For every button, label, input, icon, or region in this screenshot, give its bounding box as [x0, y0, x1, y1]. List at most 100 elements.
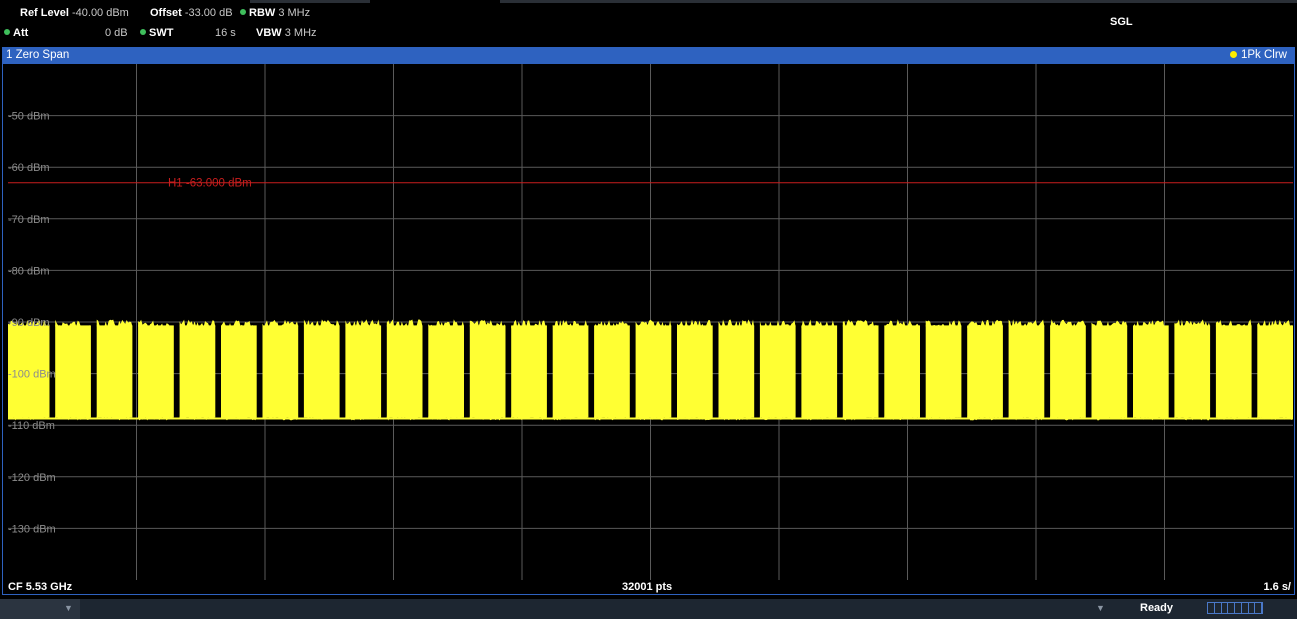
trace-burst — [1008, 325, 1045, 418]
status-dropdown[interactable]: ▼ — [0, 599, 80, 619]
plot-footer: CF 5.53 GHz 32001 pts 1.6 s/ — [2, 580, 1295, 595]
trace-burst — [469, 325, 506, 418]
trace-burst-top — [1008, 319, 1045, 328]
window-title: 1 Zero Span — [6, 49, 70, 61]
trace-burst-top — [1050, 319, 1086, 328]
vbw[interactable]: VBW 3 MHz — [256, 27, 317, 39]
trace-burst-top — [262, 319, 299, 329]
top-strip — [0, 0, 1297, 5]
trace-burst-top — [96, 319, 133, 328]
swt-value-cell: 16 s — [215, 27, 236, 39]
sweep-mode-label: SGL — [1110, 16, 1133, 28]
sweep-points[interactable]: 32001 pts — [622, 581, 673, 593]
window-title-bar[interactable]: 1 Zero Span 1Pk Clrw — [2, 47, 1295, 64]
att-value: 0 dB — [105, 27, 128, 39]
zero-span-plot[interactable]: -50 dBm -60 dBm -70 dBm -80 dBm -90 dBm -100 … — [8, 64, 1293, 580]
att[interactable]: Att — [4, 27, 28, 39]
trace-burst-top — [842, 319, 879, 329]
trace-label: 1Pk Clrw — [1240, 49, 1287, 61]
trace-burst-top — [718, 319, 755, 329]
trace-burst — [925, 325, 962, 418]
trace-burst — [96, 325, 133, 418]
trace-burst — [677, 325, 713, 418]
y-axis-labels: -50 dBm -60 dBm -70 dBm -80 dBm -90 dBm -100 … — [8, 111, 56, 536]
trace-burst-bottom — [8, 416, 50, 421]
trace-burst — [1257, 325, 1293, 418]
trace-burst — [594, 325, 630, 418]
status-bar: ▼ ▼ Ready — [0, 599, 1297, 619]
trace-burst-top — [469, 320, 506, 328]
trace-burst — [759, 325, 796, 418]
trace-indicator[interactable]: 1Pk Clrw — [1229, 47, 1287, 64]
trace-burst — [262, 325, 299, 418]
vbw-label: VBW — [256, 27, 282, 39]
trace-burst — [179, 325, 216, 418]
trace-burst — [303, 325, 340, 418]
trace-burst-top — [428, 319, 464, 329]
trace-burst-top — [925, 320, 962, 329]
y-tick-label: -110 dBm — [8, 420, 55, 432]
swt-value: 16 s — [215, 27, 236, 39]
coupled-dot-icon — [240, 9, 246, 15]
trace-burst-bottom — [1091, 416, 1128, 421]
trace-burst — [386, 325, 423, 418]
trace-burst — [635, 325, 672, 418]
trace-burst — [1215, 325, 1252, 418]
trace-burst-top — [594, 320, 630, 328]
trace-burst-top — [759, 320, 796, 328]
sweep-mode[interactable]: SGL — [1110, 16, 1133, 28]
trace-burst — [1133, 325, 1169, 418]
y-tick-label: -70 dBm — [8, 214, 50, 226]
y-tick-label: -130 dBm — [8, 523, 56, 535]
trace-burst — [1174, 325, 1211, 418]
trace-burst — [801, 325, 838, 418]
offset-value: -33.00 dB — [184, 7, 233, 19]
offset-label: Offset — [150, 7, 182, 19]
trace-burst-bottom — [511, 416, 547, 421]
trace-burst-top — [386, 319, 423, 329]
y-tick-label: -90 dBm — [8, 317, 50, 329]
status-text: Ready — [1140, 602, 1174, 614]
rbw[interactable]: RBW 3 MHz — [240, 7, 310, 19]
center-frequency[interactable]: CF 5.53 GHz — [8, 581, 73, 593]
trace-burst — [511, 325, 547, 418]
rbw-value: 3 MHz — [278, 7, 311, 19]
trace-burst — [1091, 325, 1128, 418]
swt[interactable]: SWT — [140, 27, 173, 39]
trace-burst-bottom — [677, 416, 713, 421]
trace-burst-top — [1257, 319, 1293, 329]
trace-burst-top — [303, 319, 340, 328]
trace-burst-top — [179, 319, 216, 329]
trace-burst-top — [511, 319, 547, 329]
trace-burst-top — [345, 319, 382, 327]
trace-burst — [842, 325, 879, 418]
h1-label: H1 -63.000 dBm — [168, 178, 252, 190]
trace-burst — [1050, 325, 1086, 418]
h1-line-group: H1 -63.000 dBm — [8, 178, 1293, 190]
trace-burst — [967, 325, 1003, 418]
swt-label: SWT — [149, 27, 174, 39]
y-tick-label: -120 dBm — [8, 472, 56, 484]
time-per-division[interactable]: 1.6 s/ — [1263, 581, 1291, 593]
trace-burst — [138, 325, 174, 418]
trace-burst — [428, 325, 464, 418]
chevron-down-icon: ▼ — [64, 603, 73, 613]
trace-burst-top — [552, 320, 589, 329]
trace-burst — [55, 325, 91, 418]
ref-level[interactable]: Ref Level -40.00 dBm — [20, 7, 129, 19]
trace-burst — [718, 325, 755, 418]
trace-burst-bottom — [925, 416, 962, 421]
trace-burst-bottom — [1008, 416, 1045, 421]
top-strip-segment — [500, 0, 1297, 3]
trace-burst-top — [677, 319, 713, 328]
coupled-dot-icon — [140, 29, 146, 35]
offset[interactable]: Offset -33.00 dB — [150, 7, 233, 19]
rbw-label: RBW — [249, 7, 276, 19]
trace-1 — [8, 319, 1293, 421]
trace-burst-top — [55, 319, 91, 329]
chevron-down-icon[interactable]: ▼ — [1096, 603, 1105, 613]
trace-burst-top — [1215, 319, 1252, 328]
coupled-dot-icon — [4, 29, 10, 35]
att-label: Att — [13, 27, 29, 39]
y-tick-label: -60 dBm — [8, 162, 50, 174]
